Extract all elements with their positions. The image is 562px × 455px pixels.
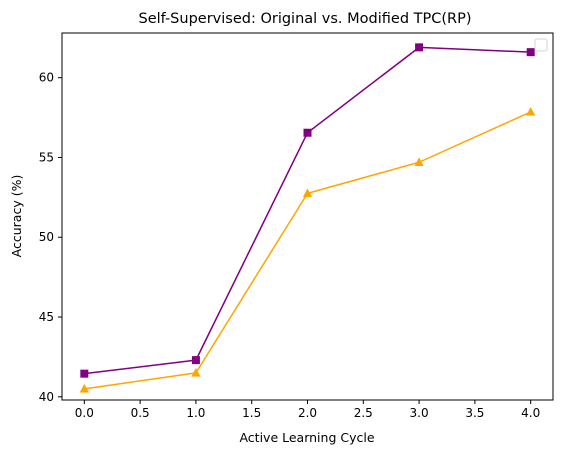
legend-box: [534, 38, 548, 52]
x-tick-label: 2.5: [354, 406, 373, 420]
y-tick-label: 60: [39, 71, 54, 85]
series-2: [79, 106, 536, 393]
x-tick-label: 4.0: [521, 406, 540, 420]
series-layer: [79, 43, 536, 393]
y-axis-label: Accuracy (%): [9, 175, 24, 258]
data-point-square: [415, 43, 424, 52]
x-tick-label: 1.0: [186, 406, 205, 420]
x-tick-label: 3.0: [410, 406, 429, 420]
chart-title: Self-Supervised: Original vs. Modified T…: [138, 11, 471, 27]
y-tick-label: 55: [39, 150, 54, 164]
data-point-square: [191, 356, 200, 365]
data-point-triangle: [526, 106, 536, 116]
x-tick-label: 1.5: [242, 406, 261, 420]
x-tick-label: 0.5: [131, 406, 150, 420]
x-tick-label: 3.5: [465, 406, 484, 420]
y-tick-label: 40: [39, 390, 54, 404]
data-point-triangle: [414, 157, 424, 166]
data-point-square: [80, 369, 89, 378]
data-point-triangle: [302, 188, 313, 198]
data-point-triangle: [191, 367, 201, 377]
x-axis-ticks: 0.0 0.5 1.0 1.5 2.0 2.5 3.0 3.5 4.0: [75, 400, 540, 420]
data-point-triangle: [79, 383, 89, 393]
y-axis-ticks: 40 45 50 55 60: [39, 71, 62, 404]
data-point-square: [303, 128, 312, 137]
series-1: [80, 43, 535, 378]
y-tick-label: 45: [39, 310, 54, 324]
x-tick-label: 2.0: [298, 406, 317, 420]
x-tick-label: 0.0: [75, 406, 94, 420]
data-point-square: [526, 48, 535, 57]
y-tick-label: 50: [39, 230, 54, 244]
x-axis-label: Active Learning Cycle: [239, 430, 374, 445]
plot-area-frame: [61, 32, 554, 401]
